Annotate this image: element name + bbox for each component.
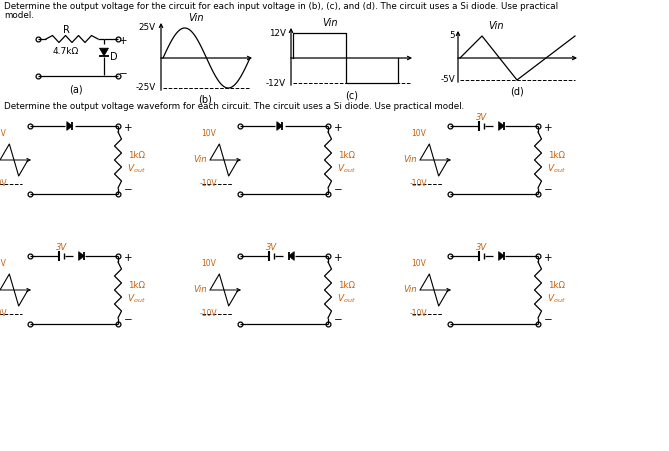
Text: 3V: 3V: [476, 243, 487, 252]
Text: +: +: [334, 123, 343, 133]
Text: 25V: 25V: [139, 23, 156, 32]
Polygon shape: [67, 122, 72, 130]
Text: -10V: -10V: [409, 309, 427, 318]
Polygon shape: [288, 252, 294, 260]
Polygon shape: [79, 252, 84, 260]
Text: 10V: 10V: [0, 258, 6, 267]
Text: −: −: [544, 315, 553, 325]
Text: 1kΩ: 1kΩ: [548, 281, 565, 290]
Text: $V_{out}$: $V_{out}$: [547, 293, 566, 305]
Text: +: +: [334, 253, 343, 263]
Text: -5V: -5V: [440, 75, 455, 84]
Text: 10V: 10V: [201, 129, 216, 138]
Text: $V_{out}$: $V_{out}$: [127, 163, 146, 175]
Text: −: −: [544, 185, 553, 195]
Text: $V_{out}$: $V_{out}$: [337, 293, 356, 305]
Text: Vin: Vin: [188, 13, 204, 23]
Text: 1kΩ: 1kΩ: [128, 152, 145, 161]
Text: Vin: Vin: [403, 285, 417, 295]
Text: +: +: [124, 123, 132, 133]
Text: 10V: 10V: [411, 258, 426, 267]
Text: 3V: 3V: [266, 243, 277, 252]
Text: Vin: Vin: [322, 18, 338, 28]
Text: -25V: -25V: [136, 83, 156, 92]
Text: 1kΩ: 1kΩ: [548, 152, 565, 161]
Polygon shape: [498, 122, 504, 130]
Text: -10V: -10V: [0, 179, 7, 189]
Text: Determine the output voltage for the circuit for each input voltage in (b), (c),: Determine the output voltage for the cir…: [4, 2, 558, 11]
Text: 10V: 10V: [411, 129, 426, 138]
Text: $V_{out}$: $V_{out}$: [127, 293, 146, 305]
Text: −: −: [124, 315, 132, 325]
Text: $V_{out}$: $V_{out}$: [547, 163, 566, 175]
Text: 12V: 12V: [269, 28, 286, 37]
Text: Vin: Vin: [193, 285, 207, 295]
Text: Vin: Vin: [193, 156, 207, 165]
Text: 10V: 10V: [0, 129, 6, 138]
Polygon shape: [100, 48, 108, 56]
Text: -10V: -10V: [0, 309, 7, 318]
Text: +: +: [544, 253, 553, 263]
Polygon shape: [277, 122, 282, 130]
Text: model.: model.: [4, 11, 34, 20]
Text: 1kΩ: 1kΩ: [338, 152, 355, 161]
Text: $V_{out}$: $V_{out}$: [337, 163, 356, 175]
Text: -10V: -10V: [199, 309, 217, 318]
Text: −: −: [334, 315, 343, 325]
Text: -12V: -12V: [266, 78, 286, 87]
Text: R: R: [63, 25, 70, 35]
Text: +: +: [544, 123, 553, 133]
Text: 1kΩ: 1kΩ: [338, 281, 355, 290]
Text: −: −: [334, 185, 343, 195]
Text: Determine the output voltage waveform for each circuit. The circuit uses a Si di: Determine the output voltage waveform fo…: [4, 102, 464, 111]
Text: D: D: [110, 52, 118, 62]
Text: Vin: Vin: [403, 156, 417, 165]
Text: 3V: 3V: [476, 112, 487, 121]
Text: −: −: [124, 185, 132, 195]
Text: (b): (b): [198, 95, 212, 105]
Text: (d): (d): [510, 87, 524, 97]
Text: −: −: [118, 69, 127, 79]
Text: Vin: Vin: [488, 21, 504, 31]
Text: +: +: [124, 253, 132, 263]
Text: (c): (c): [345, 90, 359, 100]
Text: 5: 5: [450, 32, 455, 41]
Text: 1kΩ: 1kΩ: [128, 281, 145, 290]
Text: +: +: [118, 36, 127, 46]
Text: 3V: 3V: [56, 243, 67, 252]
Text: (a): (a): [69, 84, 83, 94]
Polygon shape: [498, 252, 504, 260]
Text: -10V: -10V: [409, 179, 427, 189]
Text: -10V: -10V: [199, 179, 217, 189]
Text: 10V: 10V: [201, 258, 216, 267]
Text: 4.7kΩ: 4.7kΩ: [53, 46, 79, 55]
